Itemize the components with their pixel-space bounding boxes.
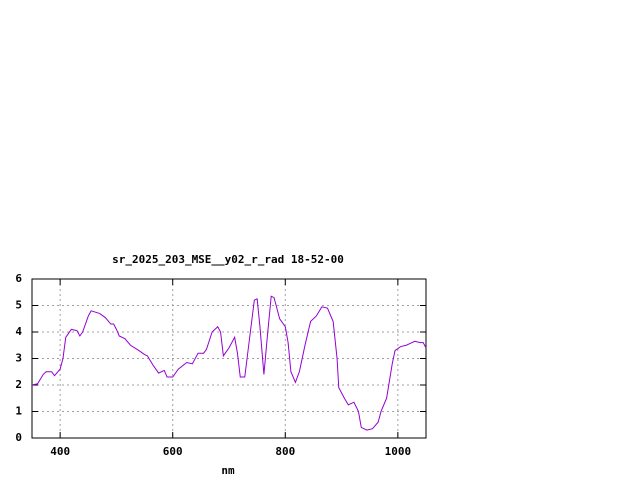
data-line [31, 295, 427, 431]
y-tick-label: 6 [15, 272, 22, 285]
y-tick-label: 2 [15, 378, 22, 391]
x-tick-label: 400 [50, 445, 70, 458]
chart-title: sr_2025_203_MSE__y02_r_rad 18-52-00 [112, 253, 344, 266]
y-tick-label: 1 [15, 405, 22, 418]
y-tick-label: 3 [15, 352, 22, 365]
x-tick-label: 800 [275, 445, 295, 458]
y-tick-label: 0 [15, 431, 22, 444]
x-tick-label: 600 [163, 445, 183, 458]
x-axis-label: nm [221, 464, 235, 477]
x-tick-label: 1000 [385, 445, 412, 458]
y-tick-label: 5 [15, 299, 22, 312]
plot-frame [31, 278, 427, 439]
y-tick-label: 4 [15, 325, 22, 338]
